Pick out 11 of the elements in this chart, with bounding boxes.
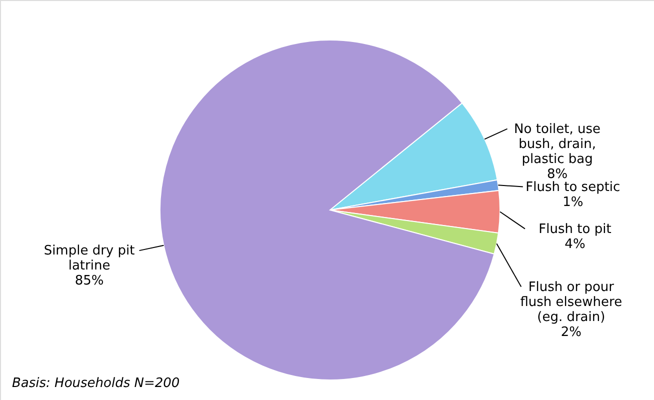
slice-label: No toilet, use bush, drain, plastic bag [514, 122, 601, 167]
data-label: 4% [564, 236, 586, 252]
data-label: 85% [74, 274, 104, 289]
data-label: 1% [562, 194, 584, 210]
slice-label: Flush to pit [538, 222, 612, 237]
slice-label: Flush or pour flush elsewhere (eg. drain) [520, 280, 622, 325]
data-label: 2% [560, 324, 582, 340]
text: Basis: Households N=200 [12, 376, 180, 391]
slice-label: Flush to septic [526, 180, 620, 195]
slice-label: Simple dry pit latrine [44, 244, 135, 274]
data-label: 8% [546, 166, 568, 182]
